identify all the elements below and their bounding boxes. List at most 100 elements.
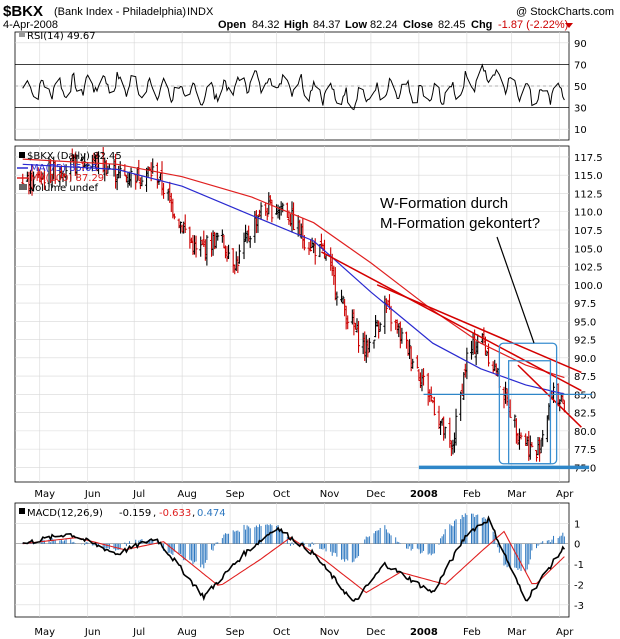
- overlay-layer: [321, 236, 593, 470]
- price-tick-label: 102.5: [574, 263, 603, 274]
- close-value: 82.45: [438, 19, 466, 31]
- macd-legend-separator: ,: [153, 508, 156, 519]
- ma100-legend-text: MA(100) 87.29: [30, 173, 104, 184]
- rsi-tick-label: 30: [574, 104, 587, 115]
- macd-legend-separator: ,: [192, 508, 195, 519]
- high-label: High: [284, 19, 309, 31]
- chart-symbol: $BKX: [3, 3, 43, 20]
- annotation-pointer: [496, 236, 535, 344]
- macd-tick-label: 0: [574, 540, 580, 551]
- x-tick-label: Nov: [320, 627, 340, 638]
- macd-tick-label: -2: [574, 580, 584, 591]
- open-value: 84.32: [252, 19, 280, 31]
- ma75-legend-text: MA(75) 85.05: [30, 163, 98, 174]
- price-tick-label: 90.0: [574, 354, 596, 365]
- x-tick-label: Sep: [226, 489, 245, 500]
- x-tick-label: Feb: [463, 489, 481, 500]
- x-tick-label: Jun: [84, 627, 101, 638]
- chart-name: (Bank Index - Philadelphia): [54, 6, 186, 18]
- x-tick-label: Jul: [132, 489, 145, 500]
- price-tick-label: 87.5: [574, 372, 596, 383]
- price-tick-label: 110.0: [574, 208, 603, 219]
- rsi-layer: [22, 63, 565, 111]
- x-tick-label: Sep: [226, 627, 245, 638]
- formation-box: [507, 360, 552, 465]
- macd-legend-value: -0.159: [119, 508, 151, 519]
- x-tick-label: 2008: [410, 627, 438, 638]
- price-tick-label: 115.0: [574, 171, 603, 182]
- macd-tick-label: -1: [574, 560, 584, 571]
- price-legend-text: $BKX (Daily) 82.45: [27, 151, 122, 162]
- trend-line: [321, 251, 582, 392]
- x-tick-label: Mar: [507, 627, 527, 638]
- price-tick-label: 85.0: [574, 390, 596, 401]
- annotation-line-2: M-Formation gekontert?: [380, 215, 540, 232]
- x-tick-label: Jul: [132, 627, 145, 638]
- price-tick-label: 97.5: [574, 299, 596, 310]
- low-label: Low: [345, 19, 367, 31]
- macd-panel: [14, 502, 570, 618]
- down-arrow-icon: [565, 23, 573, 28]
- price-tick-label: 107.5: [574, 226, 603, 237]
- open-label: Open: [218, 19, 246, 31]
- x-tick-label: Dec: [366, 627, 385, 638]
- rsi-tick-label: 90: [574, 39, 587, 50]
- volume-swatch: [19, 184, 27, 190]
- x-tick-label: May: [34, 489, 55, 500]
- axis-layer: May May Jun Jun Jul Jul Aug Aug Sep Sep Oct Oct Nov N…: [34, 39, 602, 638]
- x-tick-label: Dec: [366, 489, 385, 500]
- price-tick-label: 117.5: [574, 153, 603, 164]
- x-tick-label: Apr: [556, 489, 574, 500]
- rsi-legend-text: RSI(14) 49.67: [27, 31, 96, 42]
- price-tick-label: 77.5: [574, 445, 596, 456]
- x-tick-label: 2008: [410, 489, 438, 500]
- price-tick-label: 112.5: [574, 189, 603, 200]
- ma75-line: [22, 163, 565, 395]
- legend-marker: [19, 152, 25, 158]
- x-tick-label: Aug: [177, 489, 197, 500]
- rsi-tick-label: 70: [574, 60, 587, 71]
- x-tick-label: Mar: [507, 489, 527, 500]
- x-tick-label: Feb: [463, 627, 481, 638]
- exchange-label: INDX: [187, 6, 214, 18]
- trend-line: [376, 284, 582, 374]
- high-value: 84.37: [313, 19, 341, 31]
- x-tick-label: May: [34, 627, 55, 638]
- macd-legend: MACD(12,26,9) -0.159 , -0.633 , 0.474: [19, 508, 226, 519]
- macd-hist-legend-value: 0.474: [197, 508, 226, 519]
- price-tick-label: 105.0: [574, 244, 603, 255]
- x-tick-label: Oct: [273, 627, 290, 638]
- annotation-line-1: W-Formation durch: [380, 195, 508, 212]
- price-tick-label: 82.5: [574, 409, 596, 420]
- rsi-line: [22, 63, 565, 111]
- price-tick-label: 92.5: [574, 336, 596, 347]
- volume-legend-text: Volume undef: [29, 183, 99, 194]
- low-value: 82.24: [370, 19, 398, 31]
- x-tick-label: Jun: [84, 489, 101, 500]
- chart-date: 4-Apr-2008: [3, 19, 58, 31]
- price-tick-label: 100.0: [574, 281, 603, 292]
- rsi-tick-label: 10: [574, 125, 587, 136]
- macd-line: [22, 515, 566, 602]
- macd-layer: [15, 513, 569, 602]
- legend-marker: [19, 508, 25, 514]
- ma100-line: [22, 158, 565, 379]
- copyright-label: @ StockCharts.com: [516, 6, 614, 18]
- ohlc-summary: Open 84.32 High 84.37 Low 82.24 Close 82…: [218, 19, 573, 31]
- macd-legend-title: MACD(12,26,9): [27, 508, 103, 519]
- chg-label: Chg: [471, 19, 492, 31]
- price-tick-label: 80.0: [574, 427, 596, 438]
- x-tick-label: Aug: [177, 627, 197, 638]
- price-layer: [21, 147, 566, 462]
- price-tick-label: 95.0: [574, 317, 596, 328]
- macd-tick-label: 1: [574, 519, 580, 530]
- x-tick-label: Apr: [556, 627, 574, 638]
- rsi-tick-label: 50: [574, 82, 587, 93]
- macd-signal-legend-value: -0.633: [159, 508, 191, 519]
- price-legend: $BKX (Daily) 82.45 MA(75) 85.05 MA(100) …: [17, 151, 122, 194]
- rsi-legend: RSI(14) 49.67: [19, 31, 96, 42]
- chg-value: -1.87 (-2.22%): [498, 19, 568, 31]
- close-label: Close: [403, 19, 433, 31]
- legend-marker: [19, 31, 25, 37]
